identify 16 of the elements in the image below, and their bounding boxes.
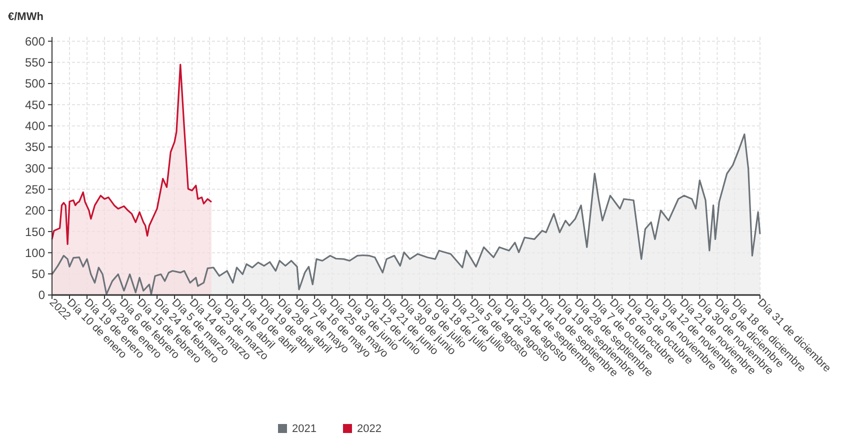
legend-label: 2021 [292, 423, 316, 435]
y-tick-label: 0 [38, 288, 46, 302]
y-tick-label: 300 [24, 161, 46, 176]
y-tick-label: 600 [24, 34, 46, 48]
y-tick-label: 400 [24, 119, 46, 134]
y-tick-label: 50 [32, 267, 46, 282]
y-tick-label: 500 [24, 76, 46, 91]
y-tick-label: 100 [24, 246, 46, 260]
y-tick-label: 450 [24, 98, 46, 112]
legend-label: 2022 [357, 423, 382, 435]
y-tick-label: 350 [24, 140, 46, 154]
y-tick-label: 200 [24, 204, 46, 218]
y-tick-label: 250 [24, 182, 46, 196]
y-axis-title: €/MWh [8, 11, 44, 23]
y-tick-label: 150 [24, 224, 46, 239]
y-tick-label: 550 [24, 56, 46, 70]
